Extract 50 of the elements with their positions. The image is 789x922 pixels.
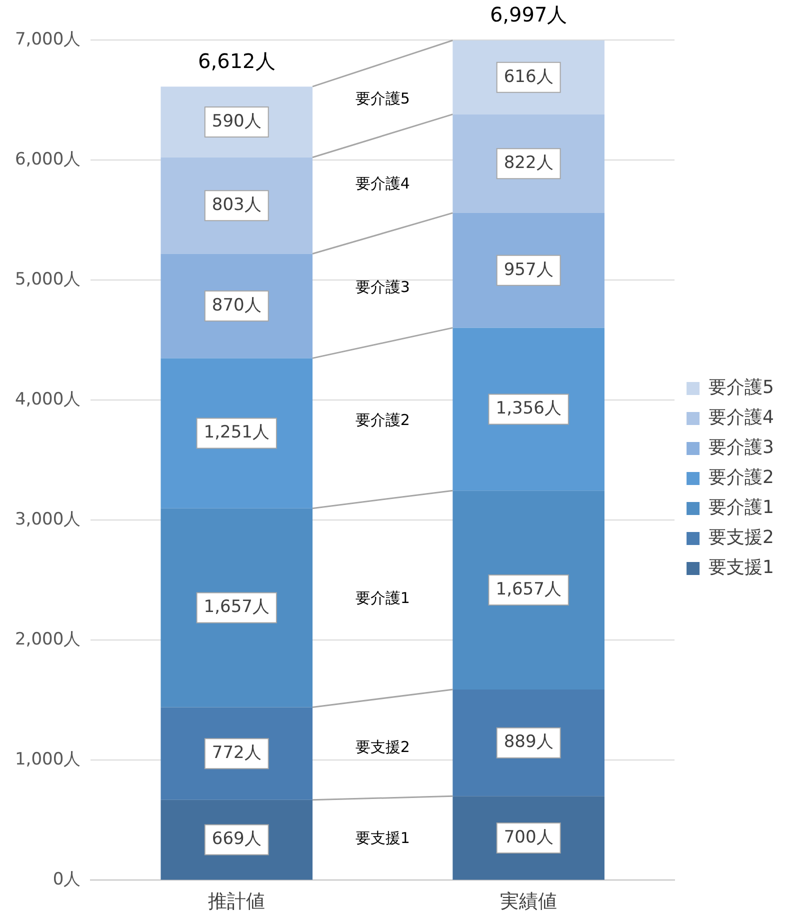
text: 要支援1 xyxy=(355,828,410,847)
bar xyxy=(160,508,313,708)
data-label: 700人 xyxy=(504,827,554,848)
text: 要介護4 xyxy=(355,174,410,192)
text: 要介護1 xyxy=(355,588,410,607)
data-label: 1,356人 xyxy=(496,398,562,419)
bar xyxy=(452,490,604,690)
text: 要支援2 xyxy=(355,738,410,756)
x-tick-label: 推計値 xyxy=(208,890,266,913)
data-label: 889人 xyxy=(504,732,554,752)
data-label: 669人 xyxy=(212,829,262,850)
legend-label: 要支援2 xyxy=(708,527,774,548)
legend-label: 要介護1 xyxy=(708,497,774,518)
y-tick-label: 1,000人 xyxy=(14,750,81,770)
data-label: 772人 xyxy=(212,742,262,763)
text: 要介護5 xyxy=(355,90,410,108)
data-label: 822人 xyxy=(504,153,554,174)
text: 要介護2 xyxy=(355,411,410,430)
y-tick-label: 0人 xyxy=(52,870,81,890)
bar xyxy=(160,358,313,508)
legend-label: 要介護5 xyxy=(708,377,774,398)
bar xyxy=(160,157,313,254)
data-label: 957人 xyxy=(504,260,554,280)
x-tick-label: 実績値 xyxy=(500,890,558,913)
text: 要介護3 xyxy=(355,278,410,296)
data-label: 1,657人 xyxy=(496,579,562,600)
bar xyxy=(452,689,604,796)
bar xyxy=(452,114,604,213)
legend-label: 要介護3 xyxy=(708,437,774,458)
data-label: 1,657人 xyxy=(204,597,270,618)
data-label: 616人 xyxy=(504,66,554,87)
legend-label: 要支援1 xyxy=(708,557,774,578)
y-tick-label: 2,000人 xyxy=(14,630,81,650)
data-label: 870人 xyxy=(212,295,262,316)
total-label: 6,997人 xyxy=(490,2,568,27)
bar xyxy=(452,212,604,328)
legend-label: 要介護4 xyxy=(708,407,774,428)
y-tick-label: 6,000人 xyxy=(14,149,81,170)
data-label: 803人 xyxy=(212,195,262,215)
bar xyxy=(160,254,313,358)
y-tick-label: 4,000人 xyxy=(14,390,81,410)
data-label: 590人 xyxy=(212,111,262,132)
y-tick-label: 7,000人 xyxy=(14,29,81,50)
data-label: 1,251人 xyxy=(204,422,270,443)
y-tick-label: 5,000人 xyxy=(14,269,81,290)
bar xyxy=(452,328,604,491)
total-label: 6,612人 xyxy=(198,48,276,73)
y-tick-label: 3,000人 xyxy=(14,510,81,530)
legend-label: 要介護2 xyxy=(708,467,774,488)
bar xyxy=(160,707,313,800)
